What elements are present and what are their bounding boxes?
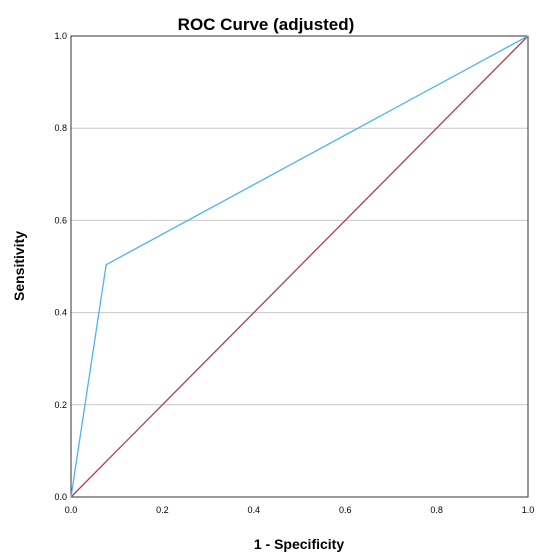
y-tick-label-1: 0.2 [54, 400, 67, 410]
y-tick-label-5: 1.0 [54, 31, 67, 41]
x-tick-label-2: 0.4 [248, 505, 261, 515]
x-tick-label-1: 0.2 [156, 505, 169, 515]
chart-title: ROC Curve (adjusted) [178, 15, 355, 34]
reference-diagonal-line [70, 35, 529, 498]
x-axis-label: 1 - Specificity [254, 536, 344, 552]
y-tick-label-0: 0.0 [54, 492, 67, 502]
x-tick-labels: 0.0 0.2 0.4 0.6 0.8 1.0 [65, 505, 535, 515]
y-axis-label: Sensitivity [11, 231, 27, 301]
y-tick-label-4: 0.8 [54, 123, 67, 133]
series-group [70, 35, 529, 498]
y-tick-label-2: 0.4 [54, 308, 67, 318]
x-tick-label-4: 0.8 [430, 505, 443, 515]
y-tick-labels: 0.0 0.2 0.4 0.6 0.8 1.0 [54, 31, 67, 502]
x-tick-label-5: 1.0 [522, 505, 535, 515]
x-tick-label-0: 0.0 [65, 505, 78, 515]
x-tick-label-3: 0.6 [339, 505, 352, 515]
plot-frame [70, 35, 529, 498]
roc-curve-line [70, 35, 529, 498]
y-tick-label-3: 0.6 [54, 215, 67, 225]
grid-lines [71, 127, 528, 406]
